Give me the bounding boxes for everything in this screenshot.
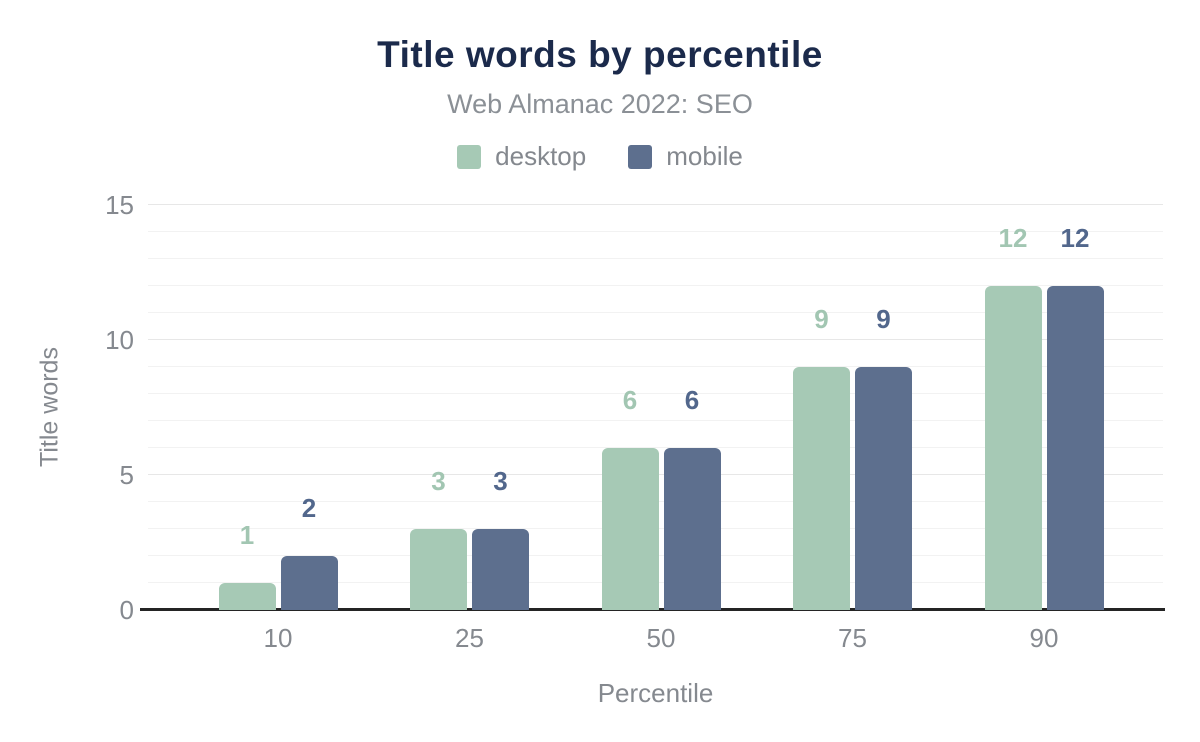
gridline-y-13 [148, 258, 1163, 259]
x-tick-label-50: 50 [646, 623, 676, 653]
bar-desktop-p10 [218, 583, 276, 610]
x-tick-label-25: 25 [455, 623, 484, 653]
plot-area: 0 5 10 15 1 2 10 3 3 25 6 6 50 9 9 75 12 12 90 [105, 191, 1165, 653]
legend-swatch-desktop-icon [457, 144, 482, 169]
bar-mobile-p25 [472, 529, 529, 610]
bar-value-label-desktop-p10: 1 [239, 520, 255, 550]
y-tick-label-5: 5 [119, 459, 134, 490]
gridline-y-7 [148, 420, 1163, 421]
bar-desktop-p50 [601, 448, 659, 610]
gridline-y-10 [148, 339, 1163, 340]
bar-desktop-p25 [410, 529, 467, 610]
legend-item-desktop: desktop [457, 141, 586, 172]
bar-value-label-mobile-p10: 2 [301, 493, 317, 523]
bar-mobile-p10 [280, 556, 338, 610]
gridline-y-11 [148, 312, 1163, 313]
bar-value-label-desktop-p75: 9 [814, 304, 829, 334]
legend-label-mobile: mobile [666, 141, 743, 171]
gridline-y-14 [148, 231, 1163, 232]
y-tick-label-15: 15 [105, 189, 134, 220]
gridline-y-6 [148, 447, 1163, 448]
x-tick-label-75: 75 [838, 623, 867, 653]
gridline-y-15 [148, 204, 1163, 205]
x-tick-label-10: 10 [263, 623, 293, 653]
y-axis-title: Title words [35, 347, 64, 467]
bar-value-label-desktop-p25: 3 [431, 466, 446, 496]
bar-desktop-p75 [793, 367, 850, 610]
y-tick-label-10: 10 [105, 324, 134, 355]
bar-mobile-p75 [855, 367, 912, 610]
bar-value-label-mobile-p75: 9 [876, 304, 891, 334]
legend-swatch-mobile-icon [628, 144, 653, 169]
bar-desktop-p90 [984, 286, 1042, 610]
gridline-y-12 [148, 285, 1163, 286]
y-tick-label-0: 0 [119, 594, 134, 625]
bar-value-label-mobile-p25: 3 [493, 466, 508, 496]
legend: desktop mobile [0, 141, 1200, 172]
bar-mobile-p50 [663, 448, 721, 610]
legend-item-mobile: mobile [628, 141, 743, 172]
bar-mobile-p90 [1046, 286, 1104, 610]
x-axis-title: Percentile [597, 678, 714, 708]
bar-value-label-mobile-p50: 6 [684, 385, 700, 415]
legend-label-desktop: desktop [495, 141, 587, 171]
chart-title: Title words by percentile [377, 34, 823, 75]
bar-value-label-desktop-p90: 12 [998, 223, 1028, 253]
gridline-y-9 [148, 366, 1163, 367]
bar-value-label-mobile-p90: 12 [1060, 223, 1090, 253]
bar-value-label-desktop-p50: 6 [622, 385, 638, 415]
chart-subtitle: Web Almanac 2022: SEO [447, 89, 753, 119]
x-tick-label-90: 90 [1029, 623, 1059, 653]
gridline-y-8 [148, 393, 1163, 394]
